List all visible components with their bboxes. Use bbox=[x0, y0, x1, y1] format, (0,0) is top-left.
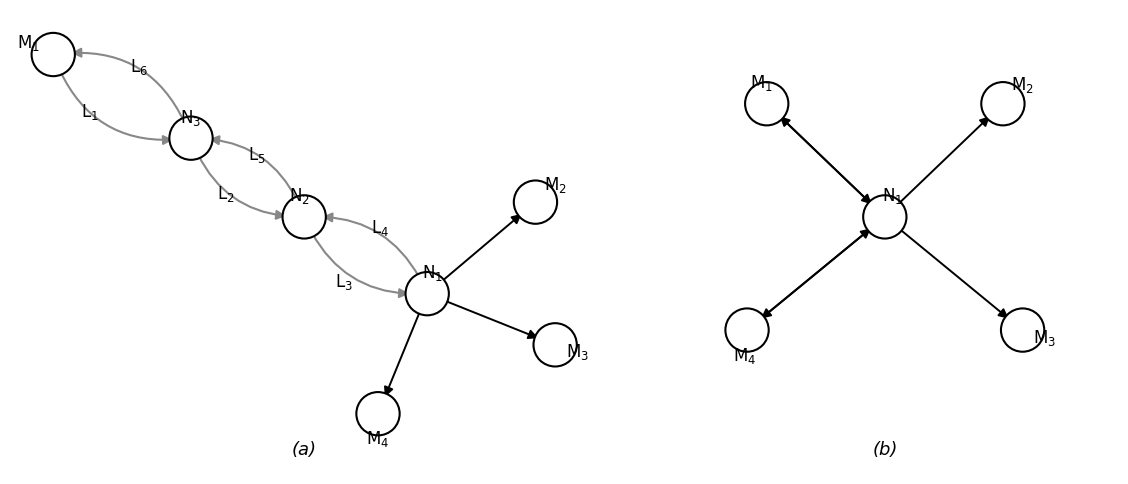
Circle shape bbox=[746, 83, 788, 126]
Text: L$_5$: L$_5$ bbox=[248, 145, 266, 165]
Text: L$_4$: L$_4$ bbox=[371, 217, 389, 237]
Circle shape bbox=[169, 117, 213, 161]
FancyArrowPatch shape bbox=[312, 234, 407, 297]
Circle shape bbox=[534, 323, 576, 367]
FancyArrowPatch shape bbox=[199, 155, 284, 219]
FancyArrowPatch shape bbox=[899, 229, 1007, 318]
Circle shape bbox=[725, 309, 768, 352]
Text: N$_1$: N$_1$ bbox=[882, 186, 904, 206]
Text: M$_1$: M$_1$ bbox=[17, 32, 41, 53]
FancyArrowPatch shape bbox=[761, 230, 870, 319]
Text: M$_3$: M$_3$ bbox=[566, 341, 589, 361]
Text: M$_3$: M$_3$ bbox=[1033, 327, 1056, 347]
Text: L$_3$: L$_3$ bbox=[335, 272, 353, 291]
Text: (b): (b) bbox=[872, 440, 898, 458]
FancyArrowPatch shape bbox=[898, 119, 988, 205]
Text: (a): (a) bbox=[292, 440, 317, 458]
FancyArrowPatch shape bbox=[763, 229, 871, 318]
Text: M$_1$: M$_1$ bbox=[750, 73, 774, 93]
Text: N$_3$: N$_3$ bbox=[180, 107, 202, 127]
FancyArrowPatch shape bbox=[211, 137, 297, 201]
Text: M$_2$: M$_2$ bbox=[1011, 75, 1034, 95]
Circle shape bbox=[981, 83, 1024, 126]
Text: L$_2$: L$_2$ bbox=[217, 184, 235, 204]
Circle shape bbox=[32, 34, 74, 77]
Text: N$_1$: N$_1$ bbox=[422, 262, 442, 283]
FancyArrowPatch shape bbox=[444, 301, 536, 338]
FancyArrowPatch shape bbox=[60, 72, 170, 145]
Text: M$_2$: M$_2$ bbox=[544, 175, 566, 195]
FancyArrowPatch shape bbox=[325, 214, 420, 278]
Text: L$_6$: L$_6$ bbox=[130, 57, 148, 77]
Circle shape bbox=[1001, 309, 1045, 352]
Text: N$_2$: N$_2$ bbox=[289, 186, 310, 206]
Circle shape bbox=[356, 392, 399, 436]
Circle shape bbox=[282, 196, 326, 239]
FancyArrowPatch shape bbox=[782, 119, 872, 205]
Circle shape bbox=[406, 272, 449, 316]
FancyArrowPatch shape bbox=[441, 216, 520, 283]
Circle shape bbox=[514, 181, 557, 224]
Text: M$_4$: M$_4$ bbox=[733, 345, 757, 365]
Text: M$_4$: M$_4$ bbox=[367, 428, 389, 448]
FancyArrowPatch shape bbox=[73, 50, 184, 122]
Circle shape bbox=[863, 196, 907, 239]
FancyArrowPatch shape bbox=[779, 117, 870, 203]
Text: L$_1$: L$_1$ bbox=[81, 102, 98, 121]
FancyArrowPatch shape bbox=[385, 311, 421, 395]
